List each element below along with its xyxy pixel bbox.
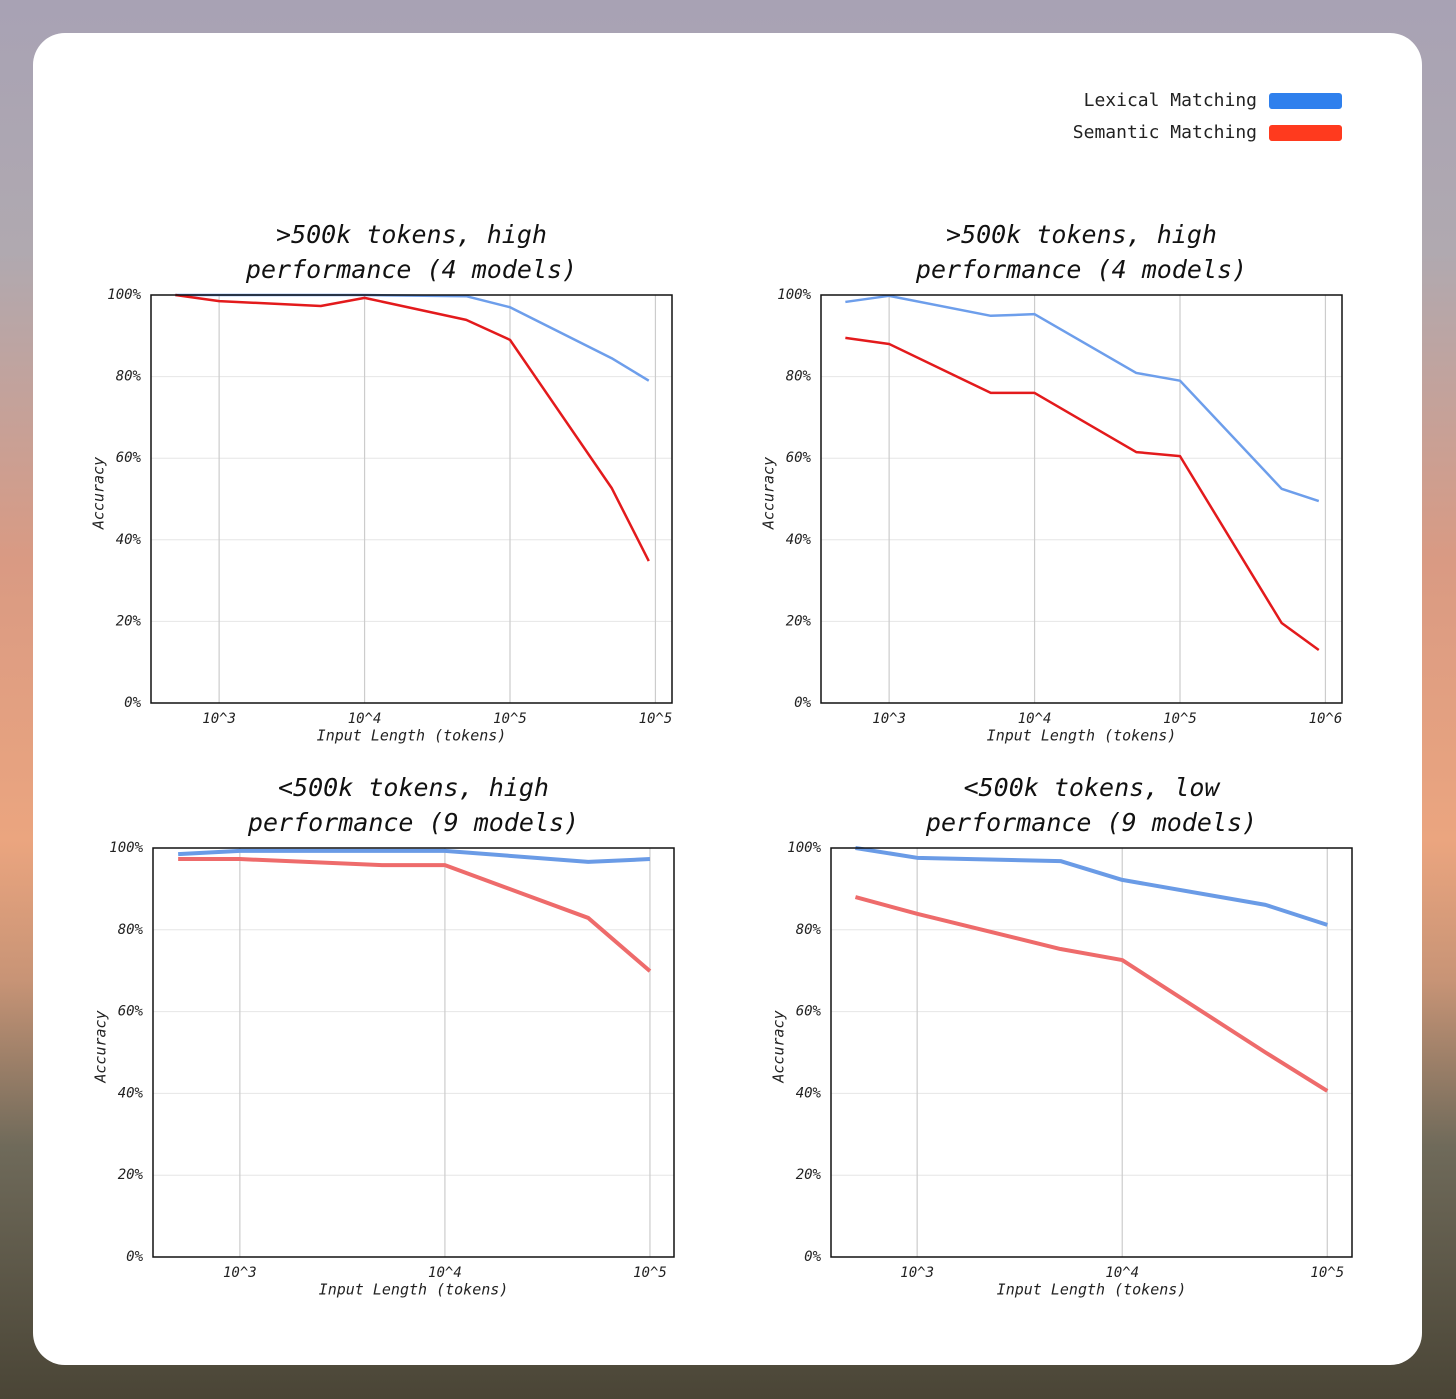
y-tick-label: 100%: [787, 840, 821, 856]
y-tick-label: 60%: [116, 450, 142, 466]
y-tick-label: 0%: [804, 1249, 821, 1265]
y-axis-label: Accuracy: [770, 1010, 788, 1083]
y-tick-label: 80%: [116, 369, 142, 385]
legend-label: Semantic Matching: [1073, 122, 1257, 143]
series-line: [855, 846, 1328, 927]
legend-swatch: [1269, 93, 1342, 109]
x-tick-label: 10^5: [1310, 1265, 1344, 1281]
x-axis-label: Input Length (tokens): [319, 1281, 509, 1299]
y-tick-label: 20%: [796, 1167, 822, 1183]
y-tick-label: 80%: [786, 369, 812, 385]
y-tick-label: 0%: [126, 1249, 143, 1265]
y-tick-label: 60%: [118, 1004, 144, 1020]
y-tick-label: 100%: [107, 287, 141, 303]
y-tick-label: 40%: [118, 1085, 144, 1101]
x-tick-label: 10^5: [639, 711, 673, 727]
chart-title: <500k tokens, low performance (9 models): [925, 773, 1258, 837]
y-tick-label: 40%: [116, 532, 142, 548]
x-tick-label: 10^3: [223, 1265, 257, 1281]
y-tick-label: 20%: [116, 613, 142, 629]
plot-frame: [150, 294, 673, 704]
x-tick-label: 10^3: [872, 711, 906, 727]
y-tick-label: 20%: [118, 1167, 144, 1183]
x-tick-label: 10^4: [348, 711, 382, 727]
y-tick-label: 60%: [796, 1004, 822, 1020]
card: [33, 33, 1422, 1365]
y-axis-label: Accuracy: [92, 1010, 110, 1083]
x-axis-label: Input Length (tokens): [997, 1281, 1187, 1299]
x-tick-label: 10^5: [633, 1265, 667, 1281]
x-tick-label: 10^5: [493, 711, 527, 727]
plot-frame: [830, 847, 1353, 1258]
series-line: [178, 848, 651, 864]
x-tick-label: 10^3: [900, 1265, 934, 1281]
y-tick-label: 100%: [109, 840, 143, 856]
chart-title: <500k tokens, high performance (9 models…: [247, 773, 580, 837]
series-line: [178, 857, 652, 973]
y-tick-label: 80%: [118, 922, 144, 938]
chart-title: >500k tokens, high performance (4 models…: [915, 220, 1248, 284]
y-tick-label: 0%: [124, 695, 141, 711]
y-tick-label: 40%: [796, 1085, 822, 1101]
y-axis-label: Accuracy: [760, 457, 778, 530]
y-tick-label: 80%: [796, 922, 822, 938]
x-tick-label: 10^4: [1105, 1265, 1139, 1281]
y-tick-label: 20%: [786, 613, 812, 629]
x-tick-label: 10^3: [202, 711, 236, 727]
y-tick-label: 60%: [786, 450, 812, 466]
y-tick-label: 100%: [777, 287, 811, 303]
x-tick-label: 10^6: [1309, 711, 1343, 727]
plot-frame: [152, 847, 675, 1258]
y-tick-label: 0%: [794, 695, 811, 711]
series-line: [845, 294, 1320, 503]
x-tick-label: 10^4: [428, 1265, 462, 1281]
series-line: [845, 336, 1320, 651]
series-line: [175, 293, 650, 562]
y-tick-label: 40%: [786, 532, 812, 548]
legend-swatch: [1269, 125, 1342, 141]
x-tick-label: 10^5: [1163, 711, 1197, 727]
x-tick-label: 10^4: [1018, 711, 1052, 727]
legend-label: Lexical Matching: [1084, 90, 1257, 111]
series-line: [854, 895, 1329, 1093]
chart-title: >500k tokens, high performance (4 models…: [245, 220, 578, 284]
plot-frame: [820, 294, 1343, 704]
x-axis-label: Input Length (tokens): [987, 727, 1177, 745]
x-axis-label: Input Length (tokens): [317, 727, 507, 745]
y-axis-label: Accuracy: [90, 457, 108, 530]
